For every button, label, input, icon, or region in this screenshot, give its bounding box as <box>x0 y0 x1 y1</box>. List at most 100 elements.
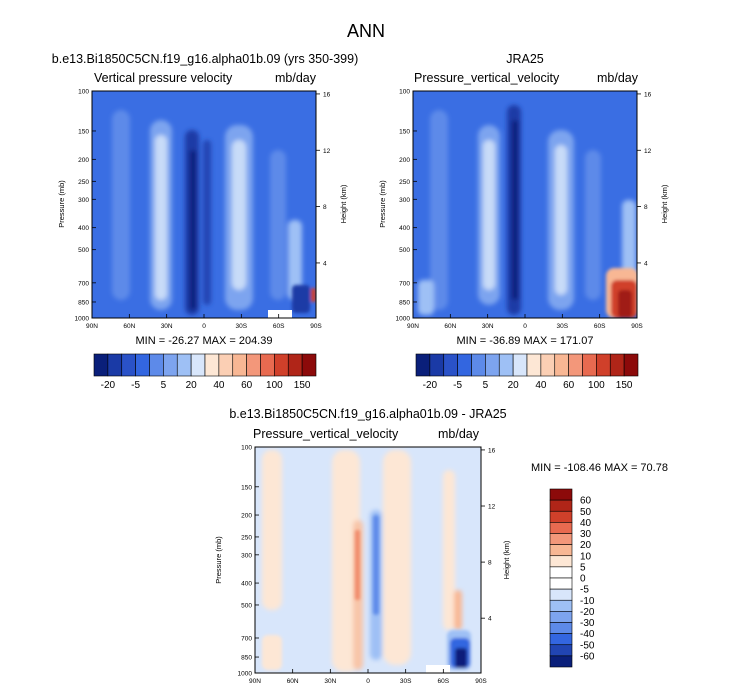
colorbar-swatch <box>485 353 500 377</box>
y-tick-label: 150 <box>241 484 252 491</box>
colorbar-swatch <box>149 353 164 377</box>
x-tick-label: 30S <box>236 323 248 330</box>
y-right-tick-label: 12 <box>644 148 652 155</box>
panel-obs-left-label: Pressure_vertical_velocity <box>414 71 560 85</box>
panel-diff-right-label: mb/day <box>438 427 480 441</box>
panel-obs-ylabel-right: Height (km) <box>660 184 669 223</box>
colorbar-swatch <box>218 353 234 377</box>
x-tick-label: 30S <box>557 323 569 330</box>
colorbar-label: -5 <box>453 380 462 391</box>
x-tick-label: 90N <box>249 678 261 685</box>
colorbar-swatch <box>549 577 573 590</box>
colorbar-swatch <box>549 633 573 646</box>
diff-peach-band-4 <box>443 470 455 630</box>
panel-model-left-label: Vertical pressure velocity <box>94 71 233 85</box>
colorbar-label: 20 <box>508 380 520 391</box>
panel-diff: b.e13.Bi1850C5CN.f19_g16.alpha01b.09 - J… <box>214 407 668 685</box>
colorbar-swatch <box>609 353 625 377</box>
panel-obs-ylabel: Pressure (mb) <box>378 180 387 228</box>
x-tick-label: 30N <box>482 323 494 330</box>
colorbar-label: -10 <box>580 596 595 607</box>
panel-model-stats: MIN = -26.27 MAX = 204.39 <box>136 335 273 347</box>
y-right-tick-label: 4 <box>323 260 327 267</box>
colorbar-swatch <box>287 353 303 377</box>
colorbar-swatch <box>301 353 317 377</box>
colorbar-swatch <box>549 611 573 623</box>
colorbar-swatch <box>526 353 542 377</box>
colorbar-label: -30 <box>580 618 595 629</box>
model-antarctic-red <box>311 288 316 302</box>
y-tick-label: 500 <box>241 602 252 609</box>
colorbar-label: 20 <box>580 540 592 551</box>
y-right-tick-label: 8 <box>644 204 648 211</box>
colorbar-label: 10 <box>580 551 592 562</box>
panel-model-right-label: mb/day <box>275 71 317 85</box>
colorbar-label: 60 <box>563 380 575 391</box>
panel-model: b.e13.Bi1850C5CN.f19_g16.alpha01b.09 (yr… <box>52 52 358 391</box>
y-tick-label: 500 <box>78 247 89 254</box>
x-tick-label: 90S <box>631 323 643 330</box>
x-tick-label: 60S <box>438 678 450 685</box>
colorbar-label: -20 <box>423 380 438 391</box>
x-tick-label: 0 <box>366 678 370 685</box>
colorbar-swatch <box>457 353 472 377</box>
colorbar-swatch <box>107 353 123 377</box>
obs-band-pale-sh-sub <box>555 145 567 295</box>
colorbar-swatch <box>204 353 220 377</box>
diff-red-core <box>355 530 360 600</box>
colorbar-swatch <box>232 353 247 377</box>
panel-model-y-ticks: 100 150 200 250 300 400 500 700 850 1000 <box>75 89 96 323</box>
y-right-tick-label: 8 <box>323 204 327 211</box>
y-tick-label: 250 <box>241 534 252 541</box>
diff-antarctic-navy <box>455 648 467 668</box>
y-tick-label: 1000 <box>238 671 253 678</box>
y-tick-label: 400 <box>78 225 89 232</box>
colorbar-label: 50 <box>580 507 592 518</box>
panel-diff-ylabel: Pressure (mb) <box>214 536 223 584</box>
colorbar-label: 40 <box>580 518 592 529</box>
panel-diff-ylabel-right: Height (km) <box>502 540 511 579</box>
colorbar-label: 30 <box>580 529 592 540</box>
diff-peach-strong-2 <box>454 590 462 630</box>
colorbar-label: 60 <box>580 496 592 507</box>
colorbar-label: 5 <box>580 562 586 573</box>
colorbar-swatch <box>260 353 275 377</box>
colorbar-label: -20 <box>580 607 595 618</box>
y-tick-label: 200 <box>241 513 252 520</box>
y-right-tick-label: 4 <box>488 616 492 623</box>
model-band-navy-itcz <box>190 150 196 310</box>
panel-obs-y-ticks: 100 150 200 250 300 400 500 700 850 1000 <box>396 89 417 323</box>
y-tick-label: 700 <box>399 280 410 287</box>
panel-diff-y-ticks: 100 150 200 250 300 400 500 700 850 1000 <box>238 445 259 678</box>
figure-title: ANN <box>347 21 385 41</box>
colorbar-label: 100 <box>266 380 283 391</box>
y-tick-label: 850 <box>241 655 252 662</box>
model-band-midblue-outer-nh <box>112 110 130 300</box>
x-tick-label: 90S <box>310 323 322 330</box>
colorbar-swatch <box>596 353 611 377</box>
y-right-tick-label: 12 <box>323 148 331 155</box>
diff-blue-core <box>373 515 379 615</box>
colorbar-swatch <box>121 353 136 377</box>
x-tick-label: 60S <box>594 323 606 330</box>
colorbar-label: 150 <box>294 380 311 391</box>
y-right-tick-label: 16 <box>323 91 331 98</box>
panel-obs-right-label: mb/day <box>597 71 639 85</box>
colorbar-label: 40 <box>535 380 547 391</box>
colorbar-label: 60 <box>241 380 253 391</box>
panel-obs-title: JRA25 <box>506 52 544 66</box>
x-tick-label: 30N <box>161 323 173 330</box>
y-tick-label: 1000 <box>396 316 411 323</box>
colorbar-label: -5 <box>580 585 589 596</box>
colorbar-label: 150 <box>616 380 633 391</box>
colorbar-label: -60 <box>580 651 595 662</box>
obs-band-pale-nh-sub <box>483 140 495 290</box>
colorbar-swatch <box>549 533 573 545</box>
colorbar-swatch <box>549 499 573 512</box>
x-tick-label: 0 <box>202 323 206 330</box>
colorbar-swatch <box>623 353 639 377</box>
colorbar-label: -40 <box>580 629 595 640</box>
y-tick-label: 100 <box>241 445 252 452</box>
